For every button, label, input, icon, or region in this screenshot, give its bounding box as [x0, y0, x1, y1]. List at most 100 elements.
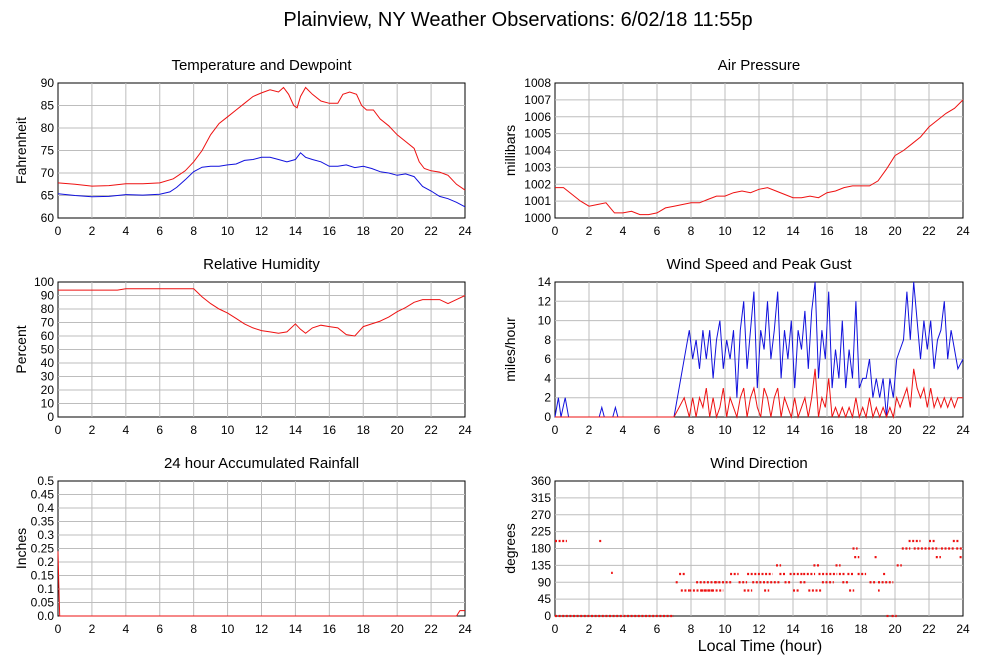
y-tick-label: 0 — [544, 410, 551, 424]
x-tick-label: 6 — [654, 622, 661, 636]
x-tick-label: 16 — [323, 622, 337, 636]
y-tick-label: 1000 — [524, 211, 551, 225]
y-tick-label: 8 — [544, 333, 551, 347]
x-tick-label: 8 — [190, 224, 197, 238]
y-tick-label: 80 — [41, 121, 55, 135]
y-axis-label: degrees — [502, 523, 518, 574]
y-tick-label: 315 — [531, 491, 551, 505]
x-tick-label: 20 — [390, 622, 404, 636]
x-tick-label: 2 — [586, 224, 593, 238]
x-tick-label: 0 — [552, 224, 559, 238]
y-tick-label: 0.2 — [37, 555, 54, 569]
series-line — [58, 288, 466, 337]
y-axis-label: Fahrenheit — [13, 117, 29, 184]
x-tick-label: 12 — [255, 622, 269, 636]
x-tick-label: 2 — [89, 622, 96, 636]
y-tick-label: 70 — [41, 166, 55, 180]
x-tick-label: 8 — [688, 224, 695, 238]
x-axis-label: Local Time (hour) — [698, 638, 823, 655]
x-tick-label: 20 — [888, 423, 902, 437]
x-tick-label: 24 — [956, 224, 970, 238]
y-tick-label: 6 — [544, 352, 551, 366]
x-tick-label: 14 — [289, 224, 303, 238]
series-line — [57, 86, 466, 191]
x-tick-label: 8 — [688, 423, 695, 437]
x-tick-label: 14 — [289, 622, 303, 636]
y-tick-label: 80 — [41, 302, 55, 316]
y-tick-label: 14 — [538, 275, 552, 289]
x-tick-label: 10 — [221, 622, 235, 636]
series-line — [555, 368, 963, 419]
y-tick-label: 65 — [41, 189, 55, 203]
y-tick-label: 90 — [41, 289, 55, 303]
x-tick-label: 14 — [786, 622, 800, 636]
x-tick-label: 0 — [552, 622, 559, 636]
x-tick-label: 22 — [922, 423, 936, 437]
y-tick-label: 0.35 — [31, 515, 55, 529]
x-tick-label: 10 — [718, 622, 732, 636]
y-tick-label: 60 — [41, 329, 55, 343]
x-tick-label: 12 — [255, 423, 269, 437]
x-tick-label: 24 — [458, 622, 472, 636]
series-line — [57, 551, 465, 617]
x-tick-label: 2 — [89, 224, 96, 238]
x-tick-label: 24 — [458, 423, 472, 437]
y-tick-label: 0 — [47, 410, 54, 424]
x-tick-label: 6 — [654, 423, 661, 437]
x-tick-label: 22 — [922, 622, 936, 636]
y-tick-label: 0.0 — [37, 609, 54, 623]
y-tick-label: 10 — [538, 314, 552, 328]
x-tick-label: 18 — [854, 622, 868, 636]
x-tick-label: 12 — [752, 622, 766, 636]
y-tick-label: 20 — [41, 383, 55, 397]
x-tick-label: 18 — [357, 423, 371, 437]
y-tick-label: 0.3 — [37, 528, 54, 542]
y-tick-label: 0.5 — [37, 474, 54, 488]
x-tick-label: 4 — [620, 423, 627, 437]
x-tick-label: 20 — [390, 224, 404, 238]
y-tick-label: 50 — [41, 343, 55, 357]
y-tick-label: 0.05 — [31, 596, 55, 610]
y-tick-label: 270 — [531, 508, 551, 522]
x-tick-label: 14 — [786, 423, 800, 437]
x-tick-label: 14 — [289, 423, 303, 437]
y-tick-label: 4 — [544, 371, 551, 385]
x-tick-label: 8 — [688, 622, 695, 636]
y-tick-label: 90 — [538, 575, 552, 589]
series-line — [555, 99, 964, 216]
chart-title: Air Pressure — [718, 57, 801, 74]
x-tick-label: 12 — [752, 224, 766, 238]
series-line — [57, 152, 466, 208]
x-tick-label: 8 — [190, 622, 197, 636]
y-tick-label: 12 — [538, 294, 552, 308]
x-tick-label: 20 — [888, 224, 902, 238]
x-tick-label: 2 — [586, 622, 593, 636]
y-tick-label: 135 — [531, 558, 551, 572]
y-axis-label: miles/hour — [502, 317, 518, 382]
x-tick-label: 0 — [55, 423, 62, 437]
y-tick-label: 0.4 — [37, 501, 54, 515]
x-tick-label: 16 — [820, 224, 834, 238]
y-tick-label: 1008 — [524, 76, 551, 90]
y-tick-label: 30 — [41, 370, 55, 384]
y-tick-label: 85 — [41, 99, 55, 113]
y-tick-label: 1004 — [524, 144, 551, 158]
chart-title: Temperature and Dewpoint — [171, 57, 352, 74]
x-tick-label: 22 — [922, 224, 936, 238]
x-tick-label: 24 — [956, 423, 970, 437]
chart-title: Wind Direction — [710, 455, 808, 472]
y-tick-label: 40 — [41, 356, 55, 370]
x-tick-label: 10 — [718, 423, 732, 437]
chart-title: Wind Speed and Peak Gust — [666, 256, 852, 273]
y-tick-label: 225 — [531, 525, 551, 539]
y-tick-label: 0.15 — [31, 569, 55, 583]
x-tick-label: 20 — [888, 622, 902, 636]
x-tick-label: 12 — [752, 423, 766, 437]
x-tick-label: 6 — [654, 224, 661, 238]
x-tick-label: 24 — [956, 622, 970, 636]
y-tick-label: 1005 — [524, 127, 551, 141]
x-tick-label: 14 — [786, 224, 800, 238]
